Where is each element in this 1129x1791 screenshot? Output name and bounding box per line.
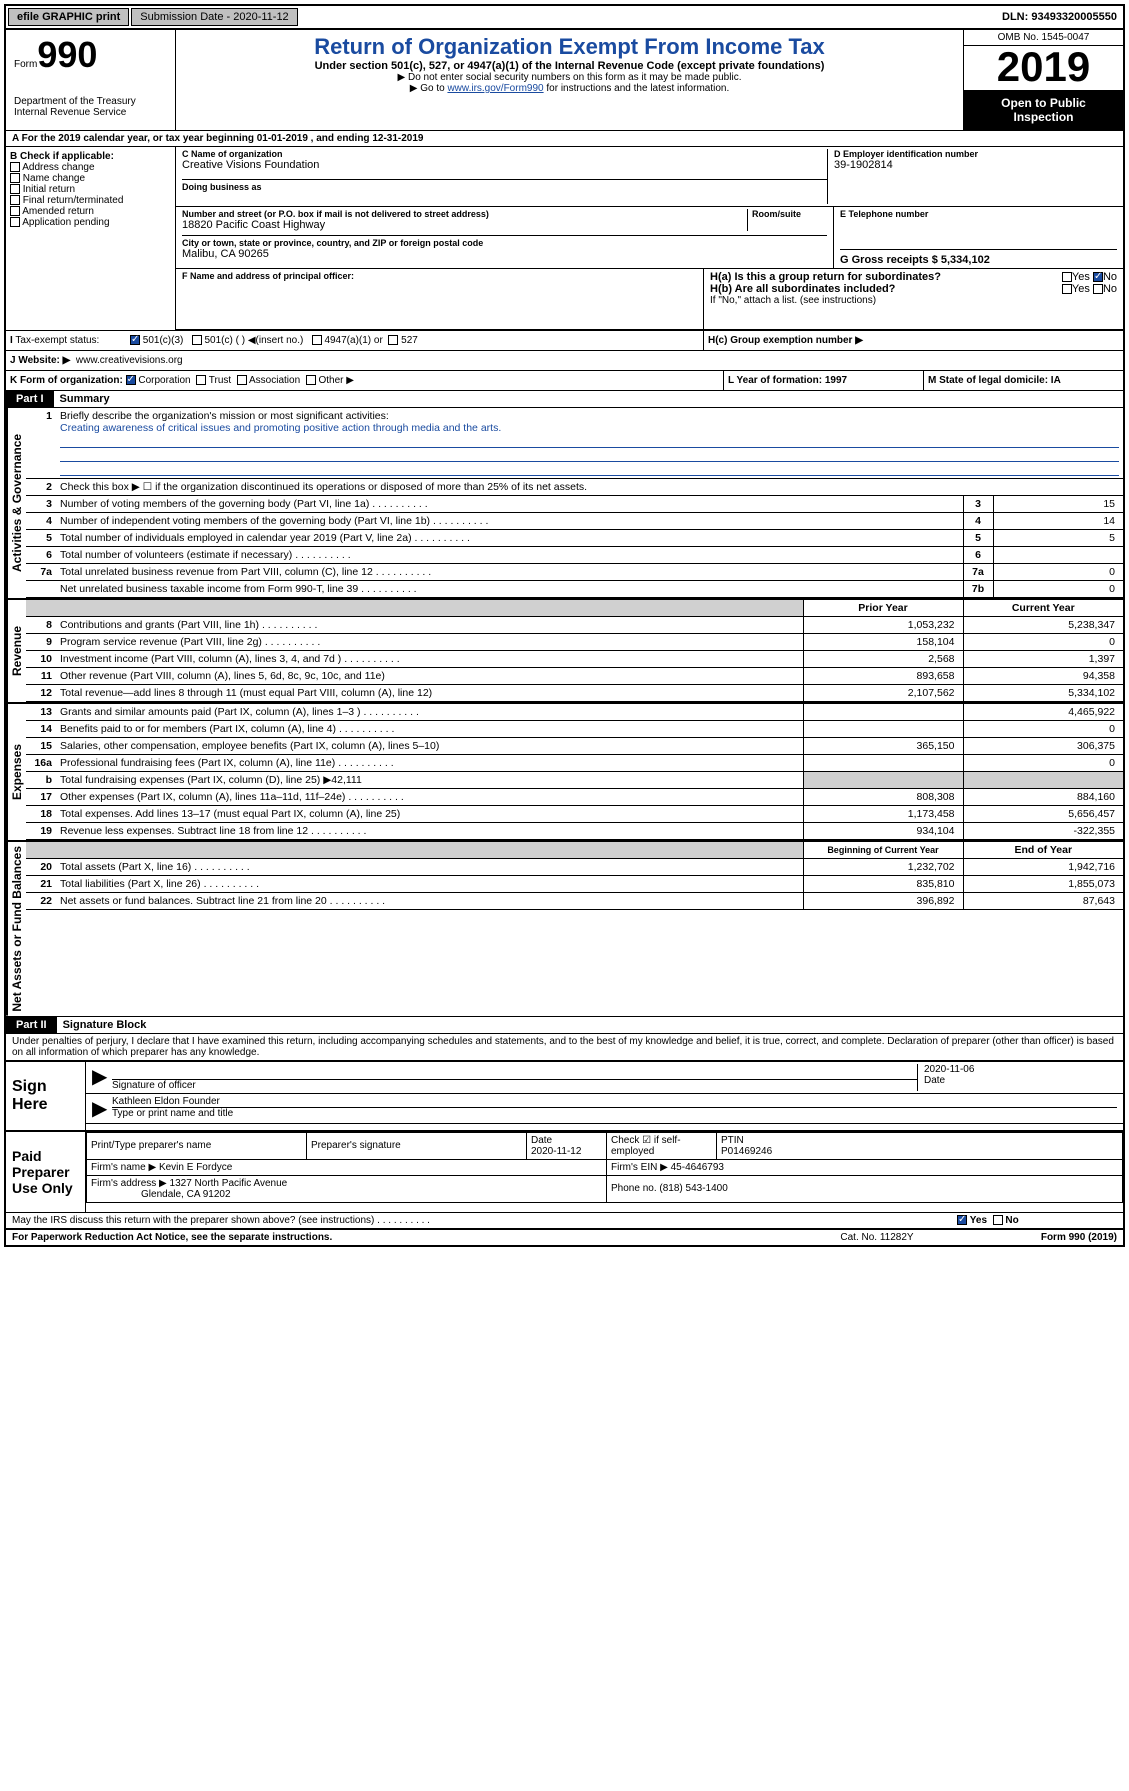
state-domicile: M State of legal domicile: IA xyxy=(923,371,1123,390)
dln: DLN: 93493320005550 xyxy=(996,9,1123,25)
self-employed-check[interactable]: Check ☑ if self-employed xyxy=(607,1132,717,1159)
perjury-statement: Under penalties of perjury, I declare th… xyxy=(6,1034,1123,1060)
submission-date: Submission Date - 2020-11-12 xyxy=(131,8,297,26)
checkbox-initial-return[interactable] xyxy=(10,184,20,194)
form-subtitle: Under section 501(c), 527, or 4947(a)(1)… xyxy=(180,60,959,72)
row-a-period: A For the 2019 calendar year, or tax yea… xyxy=(6,131,1123,147)
hc-group-exemption: H(c) Group exemption number ▶ xyxy=(703,331,1123,350)
part2-header: Part II xyxy=(6,1017,57,1033)
officer-name: Kathleen Eldon Founder xyxy=(112,1096,1117,1108)
vlabel-revenue: Revenue xyxy=(6,600,26,702)
hb-yes[interactable] xyxy=(1062,284,1072,294)
ptin: P01469246 xyxy=(721,1146,772,1157)
instructions-link-row: ▶ Go to www.irs.gov/Form990 for instruct… xyxy=(180,83,959,94)
hb-no[interactable] xyxy=(1093,284,1103,294)
year-formation: L Year of formation: 1997 xyxy=(723,371,923,390)
section-b-checkboxes: B Check if applicable: Address change Na… xyxy=(6,147,176,330)
line5-val: 5 xyxy=(993,530,1123,547)
part1-header: Part I xyxy=(6,391,54,407)
k-assoc[interactable] xyxy=(237,375,247,385)
org-name: Creative Visions Foundation xyxy=(182,159,827,171)
sign-here-label: Sign Here xyxy=(6,1062,86,1130)
status-527[interactable] xyxy=(388,335,398,345)
status-501c3[interactable] xyxy=(130,335,140,345)
ha-yes[interactable] xyxy=(1062,272,1072,282)
status-501c[interactable] xyxy=(192,335,202,345)
k-trust[interactable] xyxy=(196,375,206,385)
k-corp[interactable] xyxy=(126,375,136,385)
r8-curr: 5,238,347 xyxy=(963,617,1123,634)
efile-print-button[interactable]: efile GRAPHIC print xyxy=(8,8,129,26)
checkbox-final-return[interactable] xyxy=(10,195,20,205)
line7a-val: 0 xyxy=(993,564,1123,581)
sig-date: 2020-11-06 xyxy=(924,1064,1117,1075)
discuss-no[interactable] xyxy=(993,1215,1003,1225)
firm-ein: 45-4646793 xyxy=(671,1162,724,1173)
firm-phone: (818) 543-1400 xyxy=(659,1183,727,1194)
discuss-yes[interactable] xyxy=(957,1215,967,1225)
checkbox-address-change[interactable] xyxy=(10,162,20,172)
ssn-note: ▶ Do not enter social security numbers o… xyxy=(180,72,959,83)
city-state-zip: Malibu, CA 90265 xyxy=(182,248,827,260)
checkbox-amended[interactable] xyxy=(10,206,20,216)
tax-year: 2019 xyxy=(964,46,1123,88)
irs-link[interactable]: www.irs.gov/Form990 xyxy=(447,83,543,94)
k-other[interactable] xyxy=(306,375,316,385)
vlabel-expenses: Expenses xyxy=(6,704,26,840)
line3-val: 15 xyxy=(993,496,1123,513)
firm-name: Kevin E Fordyce xyxy=(159,1162,232,1173)
cat-no: Cat. No. 11282Y xyxy=(797,1232,957,1243)
checkbox-name-change[interactable] xyxy=(10,173,20,183)
form-number-box: Form990 Department of the Treasury Inter… xyxy=(6,30,176,130)
ha-no[interactable] xyxy=(1093,272,1103,282)
street-address: 18820 Pacific Coast Highway xyxy=(182,219,747,231)
form-title: Return of Organization Exempt From Incom… xyxy=(180,34,959,60)
r8-prior: 1,053,232 xyxy=(803,617,963,634)
vlabel-net-assets: Net Assets or Fund Balances xyxy=(6,842,26,1016)
form-footer: Form 990 (2019) xyxy=(957,1232,1117,1243)
line4-val: 14 xyxy=(993,513,1123,530)
prep-date: 2020-11-12 xyxy=(531,1146,581,1157)
line7b-val: 0 xyxy=(993,581,1123,598)
mission-text: Creating awareness of critical issues an… xyxy=(60,422,501,434)
paid-preparer-label: Paid Preparer Use Only xyxy=(6,1132,86,1212)
status-4947[interactable] xyxy=(312,335,322,345)
gross-receipts: G Gross receipts $ 5,334,102 xyxy=(840,249,1117,266)
website-url: www.creativevisions.org xyxy=(76,355,183,366)
ein: 39-1902814 xyxy=(834,159,1117,171)
vlabel-governance: Activities & Governance xyxy=(6,408,26,598)
topbar: efile GRAPHIC print Submission Date - 20… xyxy=(6,6,1123,30)
checkbox-pending[interactable] xyxy=(10,217,20,227)
line6-val xyxy=(993,547,1123,564)
inspection-badge: Open to Public Inspection xyxy=(964,90,1123,130)
firm-address: 1327 North Pacific Avenue xyxy=(170,1178,288,1189)
